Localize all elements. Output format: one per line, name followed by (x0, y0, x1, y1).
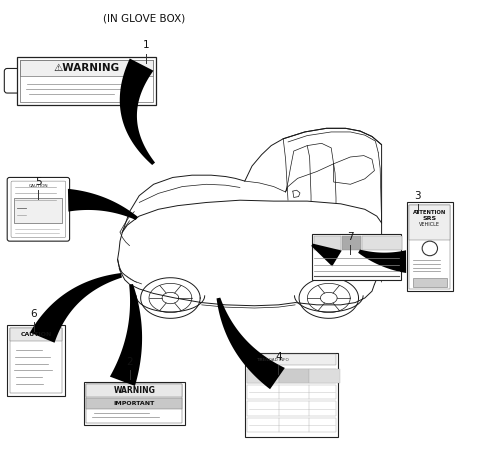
FancyBboxPatch shape (14, 198, 62, 223)
FancyBboxPatch shape (4, 68, 22, 93)
FancyBboxPatch shape (310, 369, 340, 384)
Text: ATTENTION: ATTENTION (413, 210, 446, 215)
Polygon shape (312, 243, 342, 266)
FancyBboxPatch shape (7, 177, 70, 241)
Polygon shape (68, 189, 138, 220)
FancyBboxPatch shape (407, 202, 453, 291)
FancyBboxPatch shape (342, 236, 361, 250)
Polygon shape (30, 273, 122, 343)
Polygon shape (110, 284, 142, 386)
Text: WARNING: WARNING (113, 386, 156, 395)
FancyBboxPatch shape (247, 385, 336, 399)
FancyBboxPatch shape (247, 418, 336, 432)
Text: ⚠WARNING: ⚠WARNING (53, 63, 120, 73)
Text: 3: 3 (414, 191, 421, 201)
Text: 6: 6 (30, 309, 37, 319)
FancyBboxPatch shape (17, 57, 156, 105)
FancyBboxPatch shape (314, 236, 341, 250)
FancyBboxPatch shape (84, 382, 185, 425)
Text: (IN GLOVE BOX): (IN GLOVE BOX) (103, 14, 185, 24)
Text: CAUTION: CAUTION (29, 184, 48, 188)
Text: 2: 2 (126, 357, 133, 367)
Text: VEHICLE: VEHICLE (420, 222, 440, 227)
Polygon shape (120, 59, 155, 165)
Text: CAUTION: CAUTION (20, 332, 52, 337)
FancyBboxPatch shape (86, 384, 182, 397)
Polygon shape (358, 249, 406, 273)
FancyBboxPatch shape (247, 354, 336, 365)
FancyBboxPatch shape (20, 60, 153, 76)
FancyBboxPatch shape (409, 205, 450, 240)
FancyBboxPatch shape (10, 328, 62, 341)
Text: 4: 4 (275, 352, 282, 362)
Polygon shape (216, 298, 285, 389)
Text: TIRE/LOAD INFO: TIRE/LOAD INFO (256, 358, 289, 362)
FancyBboxPatch shape (247, 401, 336, 415)
FancyBboxPatch shape (279, 369, 309, 384)
Text: 1: 1 (143, 40, 150, 51)
FancyBboxPatch shape (247, 369, 336, 384)
FancyBboxPatch shape (247, 369, 279, 384)
FancyBboxPatch shape (312, 234, 401, 280)
FancyBboxPatch shape (7, 325, 65, 396)
Text: IMPORTANT: IMPORTANT (114, 400, 155, 405)
FancyBboxPatch shape (245, 353, 338, 437)
FancyBboxPatch shape (362, 236, 402, 250)
Text: 7: 7 (347, 232, 354, 242)
Text: 5: 5 (35, 177, 42, 187)
Text: SRS: SRS (423, 216, 437, 221)
FancyBboxPatch shape (413, 278, 447, 287)
FancyBboxPatch shape (86, 398, 182, 409)
